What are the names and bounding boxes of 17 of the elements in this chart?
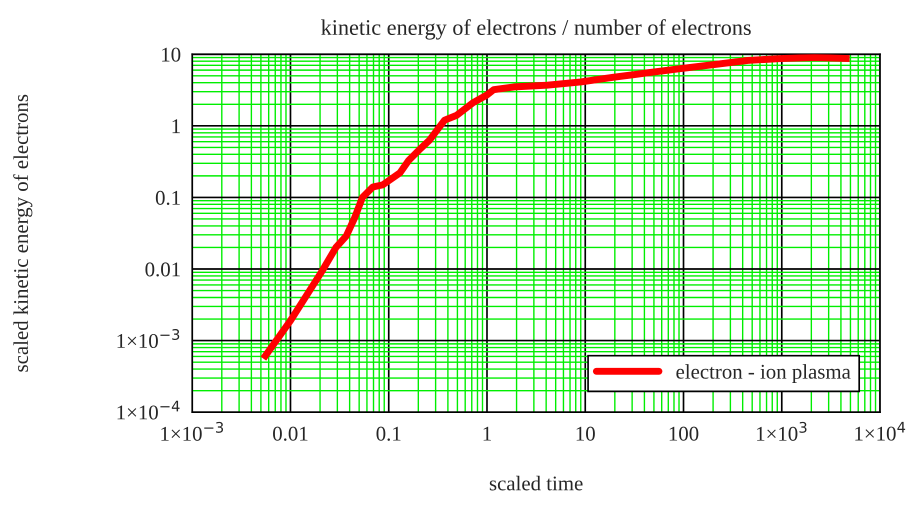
x-tick-label: 10 [576, 426, 595, 441]
legend-label: electron - ion plasma [676, 364, 851, 384]
x-tick-label: 1×10$^{4}$ [855, 422, 906, 441]
y-tick-label: 1×10$^{−3}$ [118, 329, 180, 348]
y-tick-label: 0.1 [156, 190, 180, 205]
x-tick-label: 0.01 [273, 426, 308, 441]
x-tick-label: 0.1 [376, 426, 401, 441]
x-tick-label: 1 [484, 426, 491, 441]
x-axis-title: scaled time [490, 476, 583, 490]
y-tick-label: 0.01 [145, 262, 180, 277]
chart-title: kinetic energy of electrons / number of electrons [321, 19, 751, 40]
y-tick-label: 1×10$^{−4}$ [118, 400, 180, 420]
x-tick-label: 1×10$^{3}$ [757, 422, 807, 441]
y-axis-title: scaled kinetic energy of electrons [13, 94, 32, 372]
y-tick-label: 1 [172, 119, 180, 134]
y-tick-label: 10 [162, 48, 180, 62]
x-tick-label: 100 [670, 426, 698, 441]
